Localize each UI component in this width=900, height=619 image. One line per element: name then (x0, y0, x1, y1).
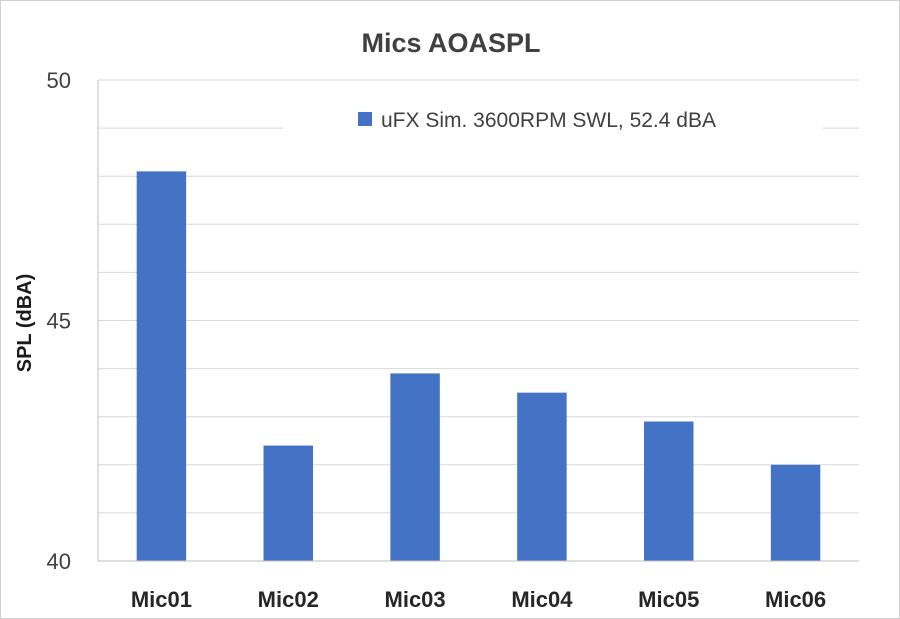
chart-title: Mics AOASPL (361, 28, 540, 58)
legend-background (283, 96, 823, 146)
x-tick-label: Mic06 (765, 587, 826, 612)
legend: uFX Sim. 3600RPM SWL, 52.4 dBA (283, 96, 823, 146)
x-tick-label: Mic01 (131, 587, 192, 612)
x-tick-labels: Mic01 Mic02 Mic03 Mic04 Mic05 Mic06 (131, 587, 826, 612)
y-tick-label: 50 (47, 68, 71, 93)
bar-mic05 (644, 421, 694, 561)
bar-mic02 (263, 445, 313, 561)
y-tick-labels: 40 45 50 (47, 68, 71, 574)
bars (136, 171, 821, 561)
x-tick-label: Mic05 (638, 587, 699, 612)
x-tick-label: Mic03 (385, 587, 446, 612)
bar-mic04 (517, 392, 567, 561)
axes (97, 80, 859, 562)
x-tick-label: Mic02 (258, 587, 319, 612)
y-tick-label: 45 (47, 309, 71, 334)
bar-mic01 (136, 171, 187, 561)
bar-mic06 (770, 464, 821, 561)
legend-label: uFX Sim. 3600RPM SWL, 52.4 dBA (381, 109, 716, 132)
x-tick-label: Mic04 (511, 587, 573, 612)
y-tick-label: 40 (47, 549, 71, 574)
bar-mic03 (390, 373, 440, 561)
y-axis-label: SPL (dBA) (14, 274, 36, 373)
legend-swatch (358, 112, 372, 126)
